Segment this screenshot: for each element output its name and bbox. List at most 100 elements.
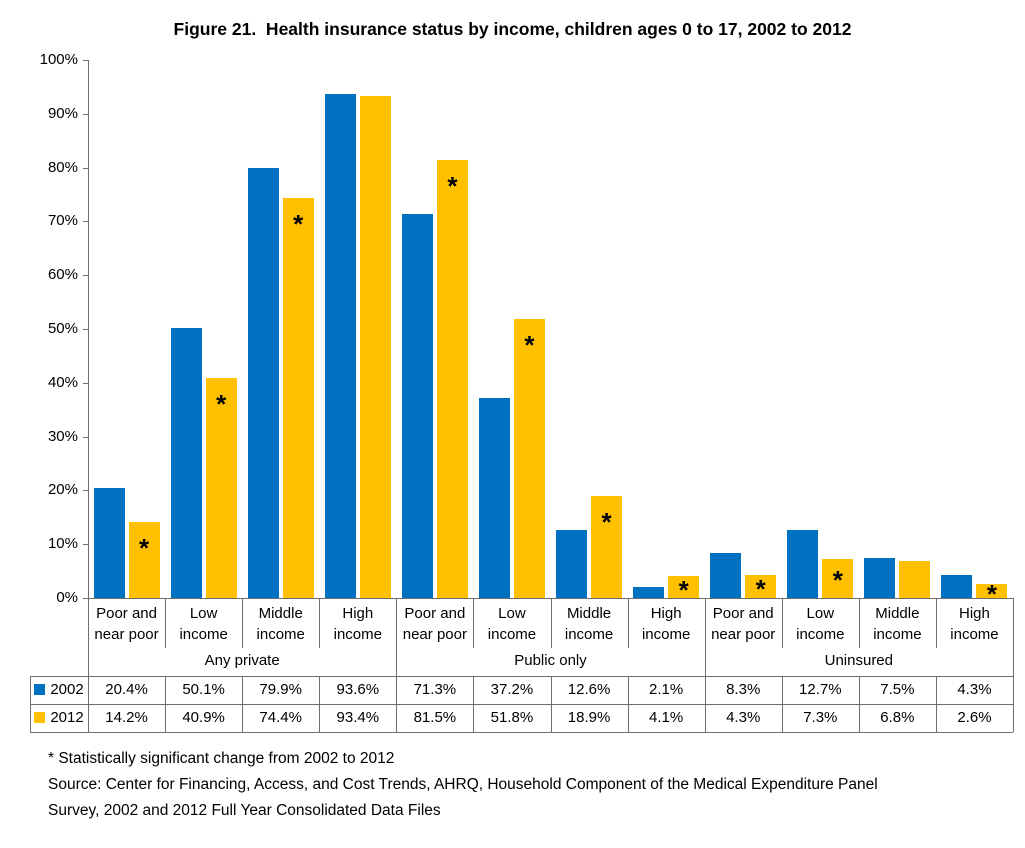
bar-2012: * <box>513 319 545 598</box>
bar-2012: * <box>205 377 237 598</box>
y-axis-tick-mark <box>83 598 88 599</box>
table-grid-line <box>396 598 398 676</box>
bar-2012: * <box>128 521 160 598</box>
table-grid-line <box>781 676 783 732</box>
significance-asterisk: * <box>832 565 843 596</box>
table-grid-line <box>88 676 89 732</box>
footnotes: * Statistically significant change from … <box>48 746 883 824</box>
value-cell-2002: 71.3% <box>413 681 457 698</box>
category-label: Poor and near poor <box>402 605 467 643</box>
value-cell-2002: 2.1% <box>649 681 684 698</box>
table-grid-line <box>627 598 629 648</box>
category-label: High income <box>333 605 382 643</box>
value-cell-2002: 7.5% <box>880 681 915 698</box>
table-grid-line <box>319 598 321 648</box>
significance-asterisk: * <box>755 574 766 605</box>
category-label: Middle income <box>564 605 614 643</box>
value-cell-2012: 18.9% <box>567 709 611 726</box>
table-grid-line <box>550 598 552 648</box>
bar-2012: * <box>668 575 700 603</box>
value-cell-2002: 20.4% <box>105 681 148 698</box>
y-axis-tick-mark <box>83 167 88 169</box>
value-cell-2002: 8.3% <box>726 681 761 698</box>
legend-label-2012: 2012 <box>50 709 84 726</box>
bar-2002 <box>93 488 125 598</box>
y-axis-tick-label: 30% <box>47 427 78 445</box>
table-grid-line <box>165 676 167 732</box>
value-cell-2002: 79.9% <box>259 681 302 698</box>
table-grid-line <box>935 598 937 648</box>
bar-2002 <box>170 328 202 598</box>
y-axis-tick-mark <box>83 490 88 492</box>
bar-2002 <box>710 553 742 598</box>
table-grid-line <box>319 676 321 732</box>
table-grid-line <box>1013 676 1014 732</box>
group-label: Any private <box>204 652 280 669</box>
value-cell-2012: 4.3% <box>726 709 761 726</box>
significance-asterisk: * <box>601 507 612 538</box>
y-axis-tick-label: 10% <box>47 535 78 553</box>
source-note: Source: Center for Financing, Access, an… <box>48 776 878 819</box>
category-label: High income <box>641 605 691 643</box>
table-grid-line <box>242 676 244 732</box>
significance-asterisk: * <box>293 208 304 239</box>
value-cell-2012: 7.3% <box>803 709 838 726</box>
y-axis-tick-label: 100% <box>39 51 78 68</box>
table-grid-line <box>396 676 398 732</box>
category-label: Low income <box>796 605 845 643</box>
value-cell-2012: 4.1% <box>649 709 684 726</box>
y-axis-tick-label: 20% <box>47 481 78 499</box>
chart-title: Figure 21. Health insurance status by in… <box>173 19 852 39</box>
y-axis-tick-label: 70% <box>47 212 78 230</box>
table-grid-line <box>30 704 1013 705</box>
table-grid-line <box>858 598 860 648</box>
bar-2002 <box>401 214 433 598</box>
y-axis-tick-mark <box>83 382 88 384</box>
category-label: Low income <box>179 605 228 643</box>
legend-label-2002: 2002 <box>50 681 84 698</box>
table-grid-line <box>242 598 244 648</box>
bar-chart: 0% 10% 20% 30% 40% 50% 60% 70% 80% 90% 100% * * * * * * *… <box>30 51 1014 733</box>
y-axis-tick-label: 80% <box>47 158 78 176</box>
bar-2002 <box>787 529 819 598</box>
group-label: Uninsured <box>824 652 893 669</box>
bar-2002 <box>633 586 665 598</box>
category-label: Low income <box>487 605 537 643</box>
significance-note: * Statistically significant change from … <box>48 750 395 767</box>
y-axis-tick-label: 0% <box>56 589 78 606</box>
category-label: Poor and near poor <box>711 605 776 643</box>
table-grid-line <box>165 598 167 648</box>
value-cell-2002: 37.2% <box>490 681 534 698</box>
bar-2002 <box>247 168 279 598</box>
value-cell-2002: 12.7% <box>799 681 842 698</box>
table-grid-line <box>704 598 706 676</box>
y-axis-line <box>88 60 89 598</box>
bar-2002 <box>478 397 510 598</box>
value-cell-2012: 6.8% <box>880 709 915 726</box>
significance-asterisk: * <box>524 330 535 361</box>
significance-asterisk: * <box>216 388 227 419</box>
group-label: Public only <box>514 652 587 669</box>
bar-2002 <box>324 94 356 598</box>
y-axis-tick-mark <box>83 544 88 546</box>
bar-2012: * <box>745 574 777 602</box>
legend-swatch-2002 <box>34 684 46 695</box>
value-cell-2012: 40.9% <box>182 709 225 726</box>
value-cell-2002: 50.1% <box>182 681 225 698</box>
value-cell-2012: 81.5% <box>413 709 457 726</box>
table-grid-line <box>30 676 1013 677</box>
bar-2012: * <box>591 496 623 598</box>
bar-2012: * <box>282 197 314 598</box>
significance-asterisk: * <box>986 579 998 610</box>
value-cell-2012: 14.2% <box>105 709 148 726</box>
legend-item-2002: 2002 <box>30 676 88 704</box>
y-axis-tick-label: 40% <box>47 373 78 391</box>
table-grid-line <box>473 598 475 648</box>
table-grid-line <box>88 598 89 676</box>
y-axis-tick-label: 90% <box>47 104 78 122</box>
category-label: Middle income <box>873 605 922 643</box>
significance-asterisk: * <box>678 574 689 605</box>
legend-item-2012: 2012 <box>30 704 88 732</box>
bar-2012: * <box>822 558 854 598</box>
